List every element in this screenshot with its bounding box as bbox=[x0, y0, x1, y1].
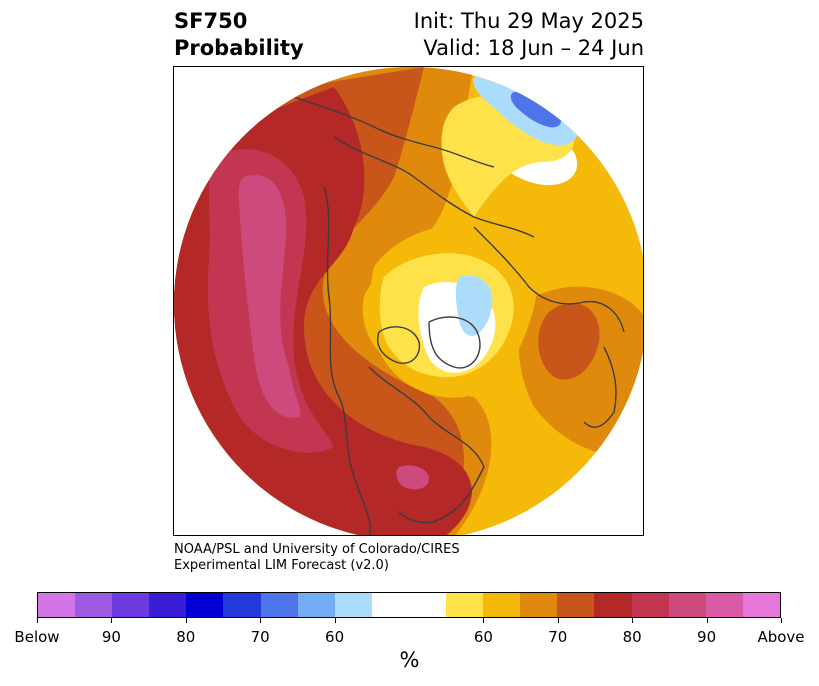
colorbar-tick-mark bbox=[781, 618, 782, 623]
colorbar-tick-mark bbox=[334, 618, 336, 623]
coastlines bbox=[293, 96, 625, 535]
prob-layer-blue bbox=[510, 92, 561, 128]
colorbar-tick-label: 70 bbox=[548, 628, 568, 646]
forecast-dates: Init: Thu 29 May 2025 Valid: 18 Jun – 24… bbox=[414, 8, 644, 62]
credit: NOAA/PSL and University of Colorado/CIRE… bbox=[174, 542, 460, 574]
colorbar-segment bbox=[557, 593, 595, 617]
colorbar-tick-label: 70 bbox=[250, 628, 270, 646]
colorbar-segment bbox=[75, 593, 113, 617]
colorbar-segment bbox=[705, 593, 743, 617]
colorbar-segment bbox=[520, 593, 558, 617]
colorbar-unit: % bbox=[399, 648, 420, 672]
colorbar-tick-mark bbox=[706, 618, 708, 623]
colorbar-tick-mark bbox=[557, 618, 559, 623]
colorbar-segment bbox=[297, 593, 335, 617]
colorbar-segment bbox=[112, 593, 150, 617]
coastline-hudson-bay bbox=[377, 326, 421, 364]
colorbar-segment bbox=[483, 593, 521, 617]
title-probability: Probability bbox=[174, 36, 304, 60]
credit-line-2: Experimental LIM Forecast (v2.0) bbox=[174, 558, 389, 573]
map-title: SF750 Probability bbox=[174, 8, 304, 62]
prob-layer-orange-east bbox=[538, 303, 600, 380]
coastline-greenland bbox=[428, 316, 481, 369]
title-variable: SF750 bbox=[174, 9, 248, 33]
probability-field bbox=[174, 67, 643, 535]
colorbar-segment bbox=[260, 593, 298, 617]
coastline-north-america-west bbox=[323, 186, 371, 535]
map-canvas bbox=[174, 67, 643, 535]
coastline-asia bbox=[293, 96, 495, 168]
colorbar-segment bbox=[38, 593, 76, 617]
init-date: Init: Thu 29 May 2025 bbox=[413, 9, 644, 33]
colorbar-tick-mark bbox=[185, 618, 187, 623]
colorbar-tick-mark bbox=[111, 618, 113, 623]
coastline-mediterranean bbox=[583, 346, 617, 428]
colorbar-segment bbox=[742, 593, 780, 617]
polar-map bbox=[173, 66, 644, 536]
coastline-europe bbox=[473, 226, 625, 333]
colorbar bbox=[37, 592, 781, 618]
colorbar-ticks: Below 90 80 70 60 60 70 80 90 Above bbox=[0, 618, 819, 648]
coastline-siberia bbox=[333, 136, 535, 238]
colorbar-segment bbox=[631, 593, 669, 617]
coastline-north-america-east bbox=[368, 366, 485, 524]
colorbar-tick-label: 90 bbox=[697, 628, 717, 646]
valid-range: Valid: 18 Jun – 24 Jun bbox=[423, 36, 644, 60]
prob-layer-pink-core bbox=[238, 175, 301, 418]
colorbar-tick-label: 80 bbox=[176, 628, 196, 646]
colorbar-segment bbox=[186, 593, 224, 617]
colorbar-tick-label: 60 bbox=[325, 628, 345, 646]
colorbar-tick-mark bbox=[632, 618, 634, 623]
colorbar-tick-mark bbox=[483, 618, 485, 623]
colorbar-tick-mark bbox=[260, 618, 262, 623]
colorbar-segment bbox=[371, 593, 447, 617]
colorbar-tick-label: 80 bbox=[622, 628, 642, 646]
colorbar-tick-label: Above bbox=[757, 628, 805, 646]
colorbar-segment bbox=[223, 593, 261, 617]
colorbar-segment bbox=[594, 593, 632, 617]
prob-layer-pink-us bbox=[396, 465, 429, 490]
colorbar-tick-label: 90 bbox=[101, 628, 121, 646]
colorbar-tick-mark bbox=[37, 618, 38, 623]
credit-line-1: NOAA/PSL and University of Colorado/CIRE… bbox=[174, 542, 460, 557]
colorbar-segment bbox=[446, 593, 484, 617]
colorbar-segment bbox=[334, 593, 372, 617]
colorbar-tick-label: 60 bbox=[473, 628, 493, 646]
colorbar-segment bbox=[149, 593, 187, 617]
colorbar-tick-label: Below bbox=[14, 628, 60, 646]
colorbar-segment bbox=[668, 593, 706, 617]
